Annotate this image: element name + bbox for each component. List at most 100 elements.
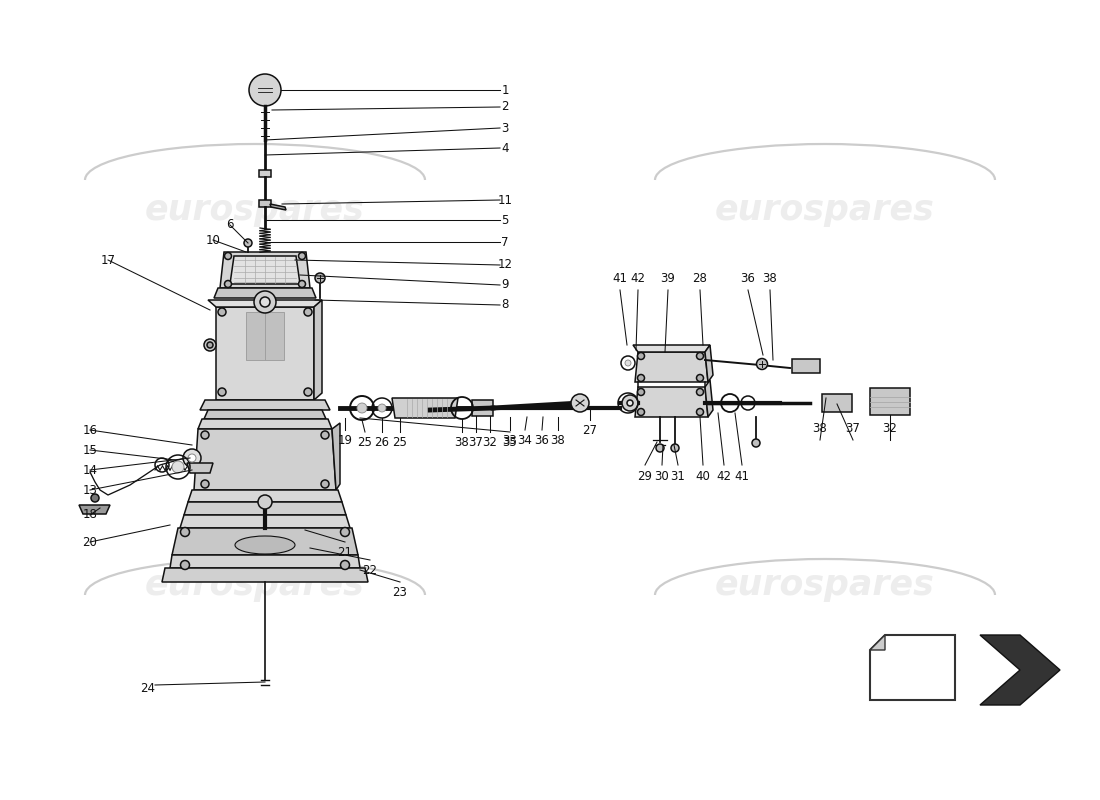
Polygon shape (230, 256, 300, 284)
Text: 33: 33 (503, 434, 517, 446)
Circle shape (224, 281, 231, 287)
Circle shape (298, 281, 306, 287)
Text: 34: 34 (518, 434, 532, 446)
Text: 25: 25 (393, 435, 407, 449)
Circle shape (254, 291, 276, 313)
Text: 35: 35 (503, 435, 517, 449)
Text: 30: 30 (654, 470, 670, 483)
Text: 37: 37 (469, 435, 483, 449)
Polygon shape (822, 394, 853, 412)
Circle shape (696, 409, 704, 415)
Polygon shape (314, 300, 322, 400)
Text: eurospares: eurospares (145, 568, 365, 602)
Text: 14: 14 (82, 463, 98, 477)
Polygon shape (194, 429, 336, 490)
Circle shape (218, 308, 226, 316)
Polygon shape (216, 307, 313, 400)
Text: 1: 1 (502, 83, 508, 97)
Circle shape (341, 561, 350, 570)
Polygon shape (705, 380, 713, 417)
Circle shape (696, 374, 704, 382)
Polygon shape (705, 345, 713, 382)
Circle shape (201, 480, 209, 488)
Circle shape (172, 461, 184, 473)
Text: 37: 37 (846, 422, 860, 434)
Polygon shape (180, 515, 350, 528)
Polygon shape (792, 359, 820, 373)
Text: 12: 12 (497, 258, 513, 271)
Text: 29: 29 (638, 470, 652, 483)
Circle shape (671, 444, 679, 452)
Polygon shape (332, 423, 340, 490)
Text: 24: 24 (141, 682, 155, 694)
Text: 41: 41 (735, 470, 749, 483)
Polygon shape (246, 312, 284, 360)
Polygon shape (172, 528, 358, 555)
Circle shape (638, 409, 645, 415)
Circle shape (696, 389, 704, 395)
Circle shape (752, 439, 760, 447)
Circle shape (218, 388, 226, 396)
Text: 39: 39 (661, 271, 675, 285)
Polygon shape (270, 204, 286, 210)
Text: eurospares: eurospares (715, 193, 935, 227)
Text: 38: 38 (551, 434, 565, 446)
Polygon shape (870, 388, 910, 415)
Circle shape (638, 374, 645, 382)
Circle shape (298, 253, 306, 259)
Circle shape (249, 74, 280, 106)
Circle shape (188, 454, 196, 462)
Text: 19: 19 (338, 434, 352, 446)
Circle shape (201, 431, 209, 439)
Text: 11: 11 (497, 194, 513, 206)
Circle shape (260, 297, 270, 307)
Polygon shape (187, 463, 213, 473)
Text: 38: 38 (454, 435, 470, 449)
Text: 26: 26 (374, 435, 389, 449)
Circle shape (180, 561, 189, 570)
Text: 18: 18 (82, 509, 98, 522)
Text: 3: 3 (502, 122, 508, 134)
Circle shape (625, 360, 631, 366)
Circle shape (321, 480, 329, 488)
Circle shape (621, 395, 638, 411)
Circle shape (224, 253, 231, 259)
Text: 7: 7 (502, 235, 508, 249)
Text: 25: 25 (358, 435, 373, 449)
Polygon shape (200, 400, 330, 410)
Polygon shape (392, 398, 458, 418)
Text: 42: 42 (630, 271, 646, 285)
Text: eurospares: eurospares (145, 193, 365, 227)
Circle shape (341, 527, 350, 537)
Polygon shape (258, 200, 271, 207)
Polygon shape (79, 505, 110, 514)
Circle shape (358, 403, 367, 413)
Polygon shape (472, 400, 493, 416)
Text: 36: 36 (740, 271, 756, 285)
Text: 41: 41 (613, 271, 627, 285)
Polygon shape (870, 635, 955, 700)
Circle shape (244, 239, 252, 247)
Circle shape (315, 273, 324, 283)
Text: 5: 5 (502, 214, 508, 226)
Polygon shape (870, 635, 886, 650)
Text: 27: 27 (583, 423, 597, 437)
Text: 16: 16 (82, 423, 98, 437)
Polygon shape (258, 170, 271, 177)
Polygon shape (980, 635, 1060, 705)
Polygon shape (635, 352, 708, 382)
Text: 21: 21 (338, 546, 352, 558)
Circle shape (321, 431, 329, 439)
Circle shape (207, 342, 213, 348)
Text: 6: 6 (227, 218, 233, 231)
Text: 8: 8 (502, 298, 508, 311)
Text: 20: 20 (82, 535, 98, 549)
Text: 4: 4 (502, 142, 508, 154)
Circle shape (91, 494, 99, 502)
Polygon shape (220, 252, 310, 288)
Text: 23: 23 (393, 586, 407, 598)
Polygon shape (204, 410, 326, 419)
Circle shape (183, 449, 201, 467)
Circle shape (185, 451, 199, 465)
Circle shape (571, 394, 588, 412)
